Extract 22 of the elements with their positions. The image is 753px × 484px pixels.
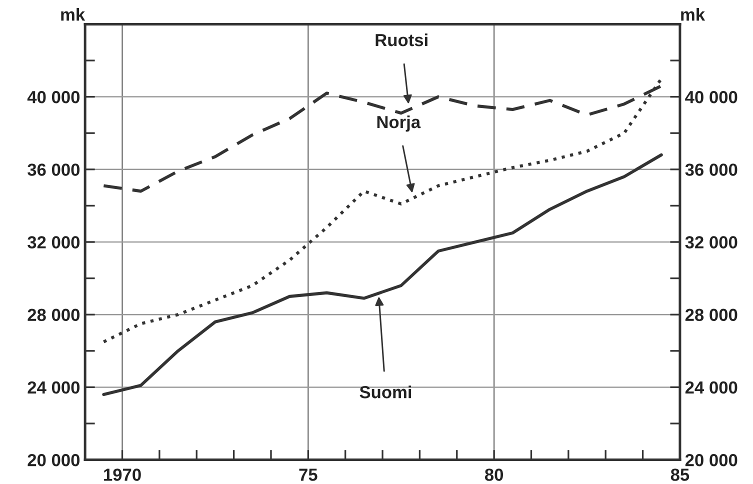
y-tick-label: 24 000 [28, 381, 80, 394]
y-tick-label: 40 000 [27, 90, 80, 104]
annotation: Norja [377, 115, 421, 132]
line-series [102, 77, 663, 344]
y2-tick-label: 20 000 [685, 454, 738, 466]
y2-tick-label: 36 000 [685, 164, 738, 176]
y2-tick-label: 28 000 [685, 308, 738, 322]
y-axis-title: mk [61, 8, 86, 21]
y2-tick-label: 32 000 [685, 236, 738, 248]
y-tick-label: 20 000 [28, 454, 80, 466]
y2-axis-title: mk [681, 8, 706, 21]
y-tick-label: 36 000 [28, 164, 80, 176]
y-tick-label: 28 000 [28, 308, 80, 322]
y2-tick-label: 24 000 [685, 381, 738, 394]
x-tick-label: 75 [299, 468, 318, 481]
x-tick-label: 85 [670, 468, 690, 481]
annotation: Suomi [360, 386, 412, 398]
x-tick-label: 80 [484, 468, 504, 481]
y-tick-label: 32 000 [28, 236, 80, 248]
y2-tick-label: 40 000 [685, 90, 738, 104]
x-tick-label: 1970 [104, 468, 141, 481]
annotation: Ruotsi [376, 33, 428, 46]
